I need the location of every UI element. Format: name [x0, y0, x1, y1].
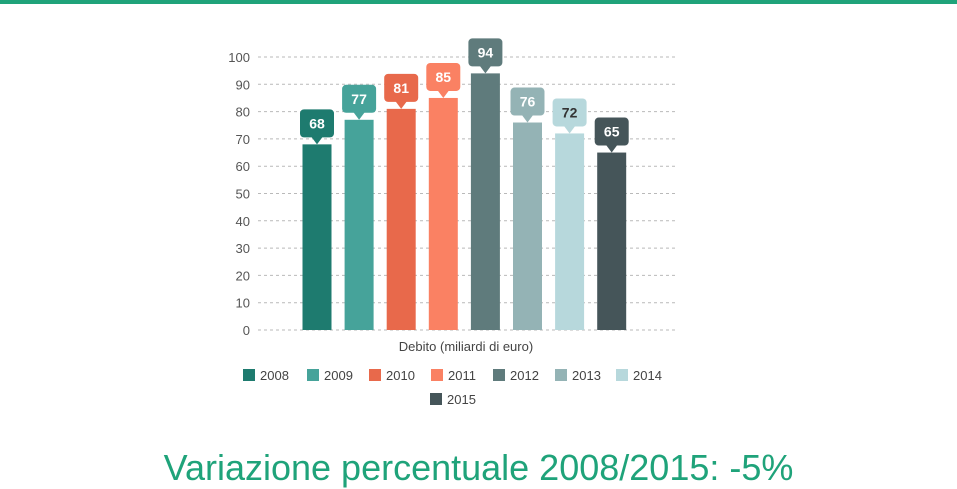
data-label-pointer	[563, 125, 576, 134]
bars	[302, 73, 627, 331]
data-label-pointer	[395, 100, 408, 109]
legend-label-2011: 2011	[448, 368, 476, 383]
legend-swatch-2014	[616, 369, 628, 381]
y-tick-label: 70	[236, 132, 250, 147]
legend-swatch-2009	[307, 369, 319, 381]
data-label-bubble	[594, 117, 629, 146]
data-label-text: 68	[309, 115, 325, 131]
legend: 2008 2009 2010 2011 2012 2013 2014 2015	[243, 368, 662, 407]
data-label-text: 72	[562, 104, 578, 120]
y-tick-label: 10	[236, 296, 250, 311]
bar-2009	[344, 119, 374, 330]
bar-2013	[513, 122, 542, 331]
bar-2015	[597, 152, 627, 330]
legend-swatch-2012	[493, 369, 505, 381]
y-tick-label: 100	[228, 50, 250, 65]
y-tick-label: 60	[236, 159, 250, 174]
y-tick-label: 90	[236, 77, 250, 92]
y-tick-label: 0	[243, 323, 250, 338]
y-tick-label: 40	[236, 214, 250, 229]
bar-2010	[386, 108, 416, 331]
data-label-bubble	[510, 87, 545, 116]
data-label-text: 76	[520, 94, 536, 110]
data-label-text: 81	[393, 80, 409, 96]
legend-label-2012: 2012	[510, 368, 539, 383]
legend-label-2014: 2014	[633, 368, 662, 383]
data-label-bubble	[342, 84, 377, 113]
y-axis-ticks: 0 10 20 30 40 50 60 70 80 90 100	[228, 50, 250, 338]
data-label-text: 65	[604, 124, 620, 140]
data-label-text: 85	[436, 69, 452, 85]
legend-swatch-2011	[431, 369, 443, 381]
data-label-pointer	[521, 114, 534, 123]
data-label-bubble	[300, 109, 334, 138]
bar-2008	[302, 144, 332, 330]
data-label-pointer	[605, 144, 618, 153]
legend-label-2008: 2008	[260, 368, 289, 383]
x-axis-label: Debito (miliardi di euro)	[399, 339, 533, 354]
y-tick-label: 80	[236, 105, 250, 120]
bar-2014	[555, 133, 585, 330]
legend-label-2015: 2015	[447, 392, 476, 407]
legend-label-2009: 2009	[324, 368, 353, 383]
legend-swatch-2015	[430, 393, 442, 405]
data-label-pointer	[311, 136, 323, 145]
data-label-bubble	[426, 62, 461, 91]
data-label-text: 94	[478, 44, 494, 60]
data-label-bubble	[552, 98, 587, 127]
top-accent-bar	[0, 0, 957, 4]
legend-swatch-2008	[243, 369, 255, 381]
data-label-pointer	[353, 111, 366, 120]
y-tick-label: 20	[236, 268, 250, 283]
percent-change-caption: Variazione percentuale 2008/2015: -5%	[163, 447, 794, 488]
data-label-text: 77	[351, 91, 367, 107]
y-tick-label: 30	[236, 241, 250, 256]
data-label-bubble	[468, 38, 503, 67]
data-label-pointer	[437, 89, 450, 98]
data-labels: 68 77 81 85 94 76 72 65	[300, 38, 629, 153]
data-label-pointer	[479, 65, 492, 74]
legend-label-2010: 2010	[386, 368, 415, 383]
y-tick-label: 50	[236, 187, 250, 202]
legend-swatch-2010	[369, 369, 381, 381]
legend-label-2013: 2013	[572, 368, 601, 383]
bar-2012	[470, 73, 500, 330]
legend-swatch-2013	[555, 369, 567, 381]
bar-2011	[428, 97, 458, 330]
data-label-bubble	[384, 73, 419, 102]
